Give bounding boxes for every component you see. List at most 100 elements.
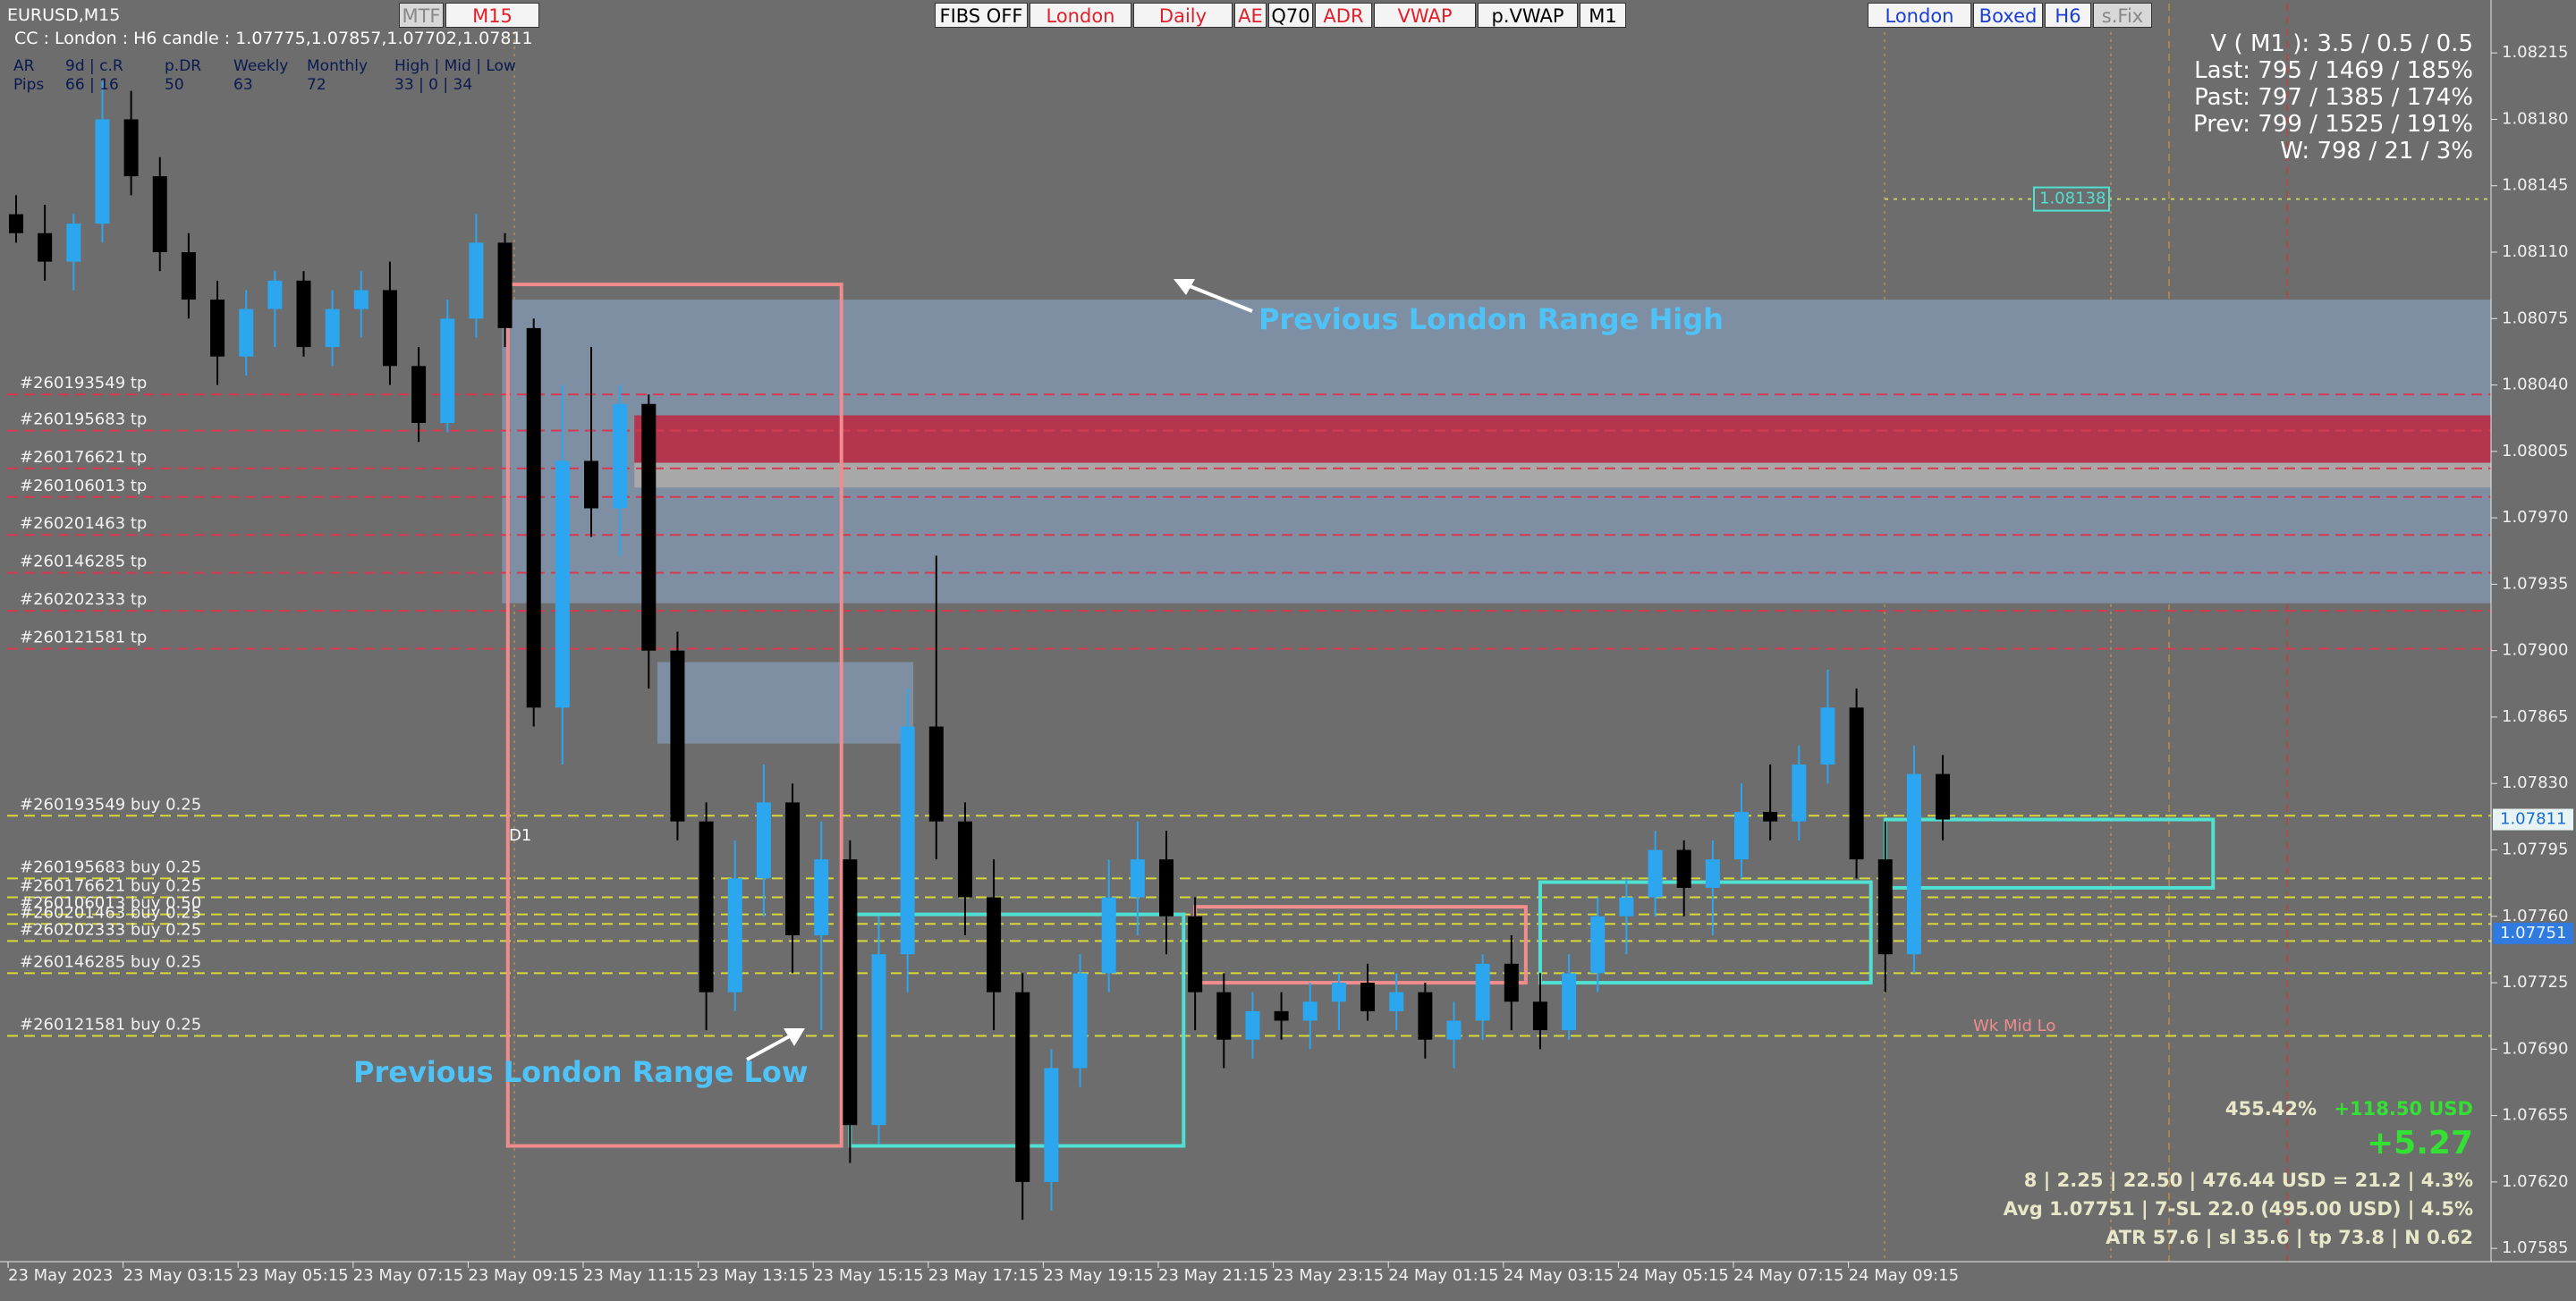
x-tick-label: 23 May 13:15 xyxy=(699,1266,809,1285)
y-tick-label: 1.08075 xyxy=(2502,308,2568,327)
toolbar-button[interactable]: FIBS OFF xyxy=(935,3,1028,28)
toolbar-button[interactable]: London xyxy=(1030,3,1131,28)
price-label-box xyxy=(2493,808,2573,831)
candle-body xyxy=(1101,897,1116,974)
x-tick-label: 23 May 11:15 xyxy=(583,1266,693,1285)
profit-label: +118.50 USD xyxy=(2334,1098,2473,1119)
candle-body xyxy=(95,119,110,224)
x-tick-label: 23 May 09:15 xyxy=(468,1266,578,1285)
toolbar-button[interactable]: AE xyxy=(1234,3,1267,28)
candle-body xyxy=(1562,973,1577,1031)
stats-cell: p.DR xyxy=(165,57,202,75)
candle-body xyxy=(1418,992,1433,1040)
y-tick-label: 1.07655 xyxy=(2502,1106,2568,1125)
y-tick-label: 1.07690 xyxy=(2502,1039,2568,1058)
order-label: #260193549 tp xyxy=(20,374,147,393)
toolbar-button[interactable]: s.Fix xyxy=(2093,3,2152,28)
price-zone xyxy=(634,462,2491,488)
y-tick-label: 1.08005 xyxy=(2502,442,2568,460)
annotation-arrowhead xyxy=(1174,279,1195,295)
y-tick-label: 1.07935 xyxy=(2502,574,2568,593)
candle-body xyxy=(555,460,570,708)
candle-body xyxy=(469,242,484,319)
candle-body xyxy=(1216,992,1232,1040)
order-label: #260106013 buy 0.50 xyxy=(20,894,201,913)
candle-body xyxy=(38,232,53,262)
d1-label: D1 xyxy=(509,826,532,845)
range-box xyxy=(505,283,843,1148)
candle-body xyxy=(210,300,225,357)
candle-body xyxy=(785,802,801,935)
candle-body xyxy=(325,308,340,348)
candle-body xyxy=(1906,773,1921,955)
y-tick-label: 1.07900 xyxy=(2502,641,2568,660)
candle-body xyxy=(1619,897,1634,917)
candle-body xyxy=(1676,849,1691,888)
toolbar-button[interactable]: MTF xyxy=(399,3,444,28)
candle-body xyxy=(1360,983,1376,1011)
price-label: 1.07811 xyxy=(2500,810,2566,829)
order-label: #260202333 tp xyxy=(20,590,147,609)
toolbar-button[interactable]: Daily xyxy=(1133,3,1233,28)
candle-body xyxy=(987,897,1002,993)
toolbar-button[interactable]: M1 xyxy=(1580,3,1626,28)
stats-cell: 33 | 0 | 34 xyxy=(394,76,473,94)
candle-body xyxy=(1532,1001,1547,1031)
candle-body xyxy=(1302,1001,1318,1021)
toolbar-button[interactable]: M15 xyxy=(445,3,539,28)
candle-body xyxy=(1590,916,1606,974)
candle-body xyxy=(1936,773,1951,820)
candle-body xyxy=(756,802,771,879)
order-label: #260193549 buy 0.25 xyxy=(20,795,201,814)
stats-cell: AR xyxy=(13,57,35,75)
candle-body xyxy=(1188,916,1203,993)
candle-body xyxy=(928,726,944,822)
toolbar-button[interactable]: VWAP xyxy=(1374,3,1476,28)
candle-body xyxy=(641,403,657,651)
candle-body xyxy=(957,821,972,898)
candle-body xyxy=(1877,859,1893,955)
stats-cell: 72 xyxy=(307,76,326,94)
info-line: V ( M1 ): 3.5 / 0.5 / 0.5 xyxy=(2210,30,2474,57)
x-tick-label: 24 May 05:15 xyxy=(1618,1266,1728,1285)
plot-area: #260193549 tp #260195683 tp #260176621 tp #… xyxy=(7,4,2491,1262)
toolbar-button[interactable]: ADR xyxy=(1315,3,1372,28)
annotation-arrowhead xyxy=(784,1028,805,1046)
toolbar-button[interactable]: London xyxy=(1868,3,1971,28)
candle-body xyxy=(1705,859,1720,888)
percent-label: 455.42% xyxy=(2224,1098,2317,1119)
candle-body xyxy=(526,327,541,708)
candle-body xyxy=(152,176,167,253)
candle-body xyxy=(440,318,455,423)
candle-body xyxy=(1792,764,1807,822)
x-tick-label: 24 May 01:15 xyxy=(1388,1266,1498,1285)
candle-body xyxy=(1849,707,1864,860)
stats-line: ATR 57.6 | sl 35.6 | tp 73.8 | N 0.62 xyxy=(2106,1227,2473,1248)
toolbar-button[interactable]: Q70 xyxy=(1268,3,1313,28)
x-tick-label: 23 May 19:15 xyxy=(1043,1266,1153,1285)
toolbar-button[interactable]: p.VWAP xyxy=(1478,3,1578,28)
level-label-box xyxy=(2033,186,2110,212)
candle-body xyxy=(1446,1020,1462,1040)
candle-body xyxy=(613,403,628,509)
candle-body xyxy=(181,252,196,300)
x-tick-label: 23 May 07:15 xyxy=(353,1266,463,1285)
symbol-label: EURUSD,M15 xyxy=(7,5,121,25)
y-tick-label: 1.07760 xyxy=(2502,907,2568,925)
wk-mid-lo-label: Wk Mid Lo xyxy=(1973,1017,2056,1035)
order-label: #260202333 buy 0.25 xyxy=(20,920,201,939)
order-label: #260176621 tp xyxy=(20,448,147,467)
level-label: 1.08138 xyxy=(2039,190,2106,208)
info-line: W: 798 / 21 / 3% xyxy=(2280,138,2473,165)
annotation: Previous London Range Low xyxy=(353,1055,809,1089)
candle-body xyxy=(1072,973,1088,1069)
toolbar-button[interactable]: Boxed xyxy=(1973,3,2043,28)
y-tick-label: 1.07830 xyxy=(2502,773,2568,792)
info-line: Last: 795 / 1469 / 185% xyxy=(2194,57,2473,84)
order-label: #260146285 buy 0.25 xyxy=(20,952,201,971)
toolbar-button[interactable]: H6 xyxy=(2045,3,2091,28)
x-tick-label: 24 May 09:15 xyxy=(1849,1266,1959,1285)
x-tick-label: 23 May 05:15 xyxy=(238,1266,348,1285)
annotation: Previous London Range High xyxy=(1258,302,1724,336)
